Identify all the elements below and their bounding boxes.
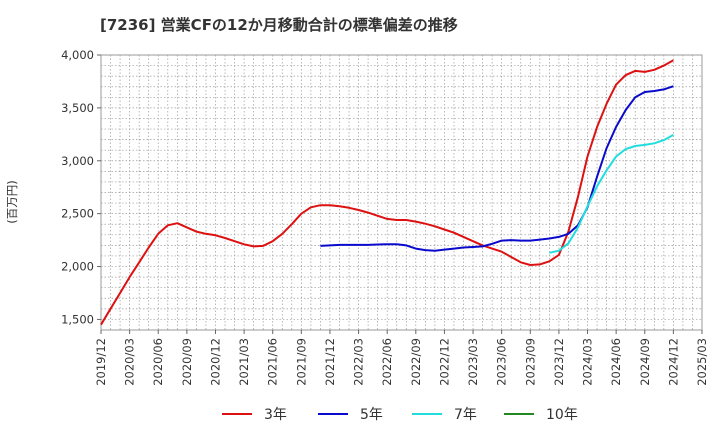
x-tick-label: 2021/12	[323, 338, 337, 386]
x-tick-label: 2023/12	[552, 338, 566, 386]
plot-area: 2019/12 2020/03 2020/06 2020/09 2020/12 2021/…	[61, 48, 709, 386]
x-tick-label: 2024/03	[581, 338, 595, 386]
x-tick-label: 2024/12	[666, 338, 680, 386]
x-tick-label: 2020/03	[123, 338, 137, 386]
x-tick-label: 2020/12	[208, 338, 222, 386]
x-tick-label: 2024/06	[609, 338, 623, 386]
plot-frame	[100, 54, 703, 331]
y-axis-label: (百万円)	[5, 180, 19, 223]
legend-label-4: 10年	[546, 407, 578, 423]
y-tick-label: 4,000	[61, 48, 94, 62]
x-tick-label: 2022/03	[352, 338, 366, 386]
x-tick-label: 2023/06	[495, 338, 509, 386]
x-tick-label: 2022/09	[409, 338, 423, 386]
x-tick-label: 2024/09	[638, 338, 652, 386]
legend-label-1: 3年	[264, 407, 287, 423]
x-tick-label: 2019/12	[94, 338, 108, 386]
y-tick-label: 2,500	[61, 207, 94, 221]
chart-title: [7236] 営業CFの12か月移動合計の標準偏差の推移	[100, 16, 458, 34]
x-tick-label: 2021/06	[266, 338, 280, 386]
x-tick-label: 2020/09	[180, 338, 194, 386]
legend: 3年 5年 7年 10年	[222, 407, 578, 423]
series-line-2	[320, 85, 674, 252]
y-tick-label: 2,000	[61, 260, 94, 274]
legend-label-3: 7年	[454, 407, 477, 423]
y-tick-label: 3,000	[61, 154, 94, 168]
legend-label-2: 5年	[360, 407, 383, 423]
x-tick-label: 2025/03	[695, 338, 709, 386]
x-tick-label: 2020/06	[151, 338, 165, 386]
series-line-3	[549, 134, 674, 254]
y-tick-label: 3,500	[61, 101, 94, 115]
y-tick-label: 1,500	[61, 312, 94, 326]
x-tick-label: 2023/09	[523, 338, 537, 386]
x-tick-label: 2023/03	[466, 338, 480, 386]
x-tick-label: 2022/12	[437, 338, 451, 386]
series-line-1	[100, 59, 674, 326]
x-tick-label: 2021/03	[237, 338, 251, 386]
x-tick-label: 2021/09	[294, 338, 308, 386]
x-tick-label: 2022/06	[380, 338, 394, 386]
